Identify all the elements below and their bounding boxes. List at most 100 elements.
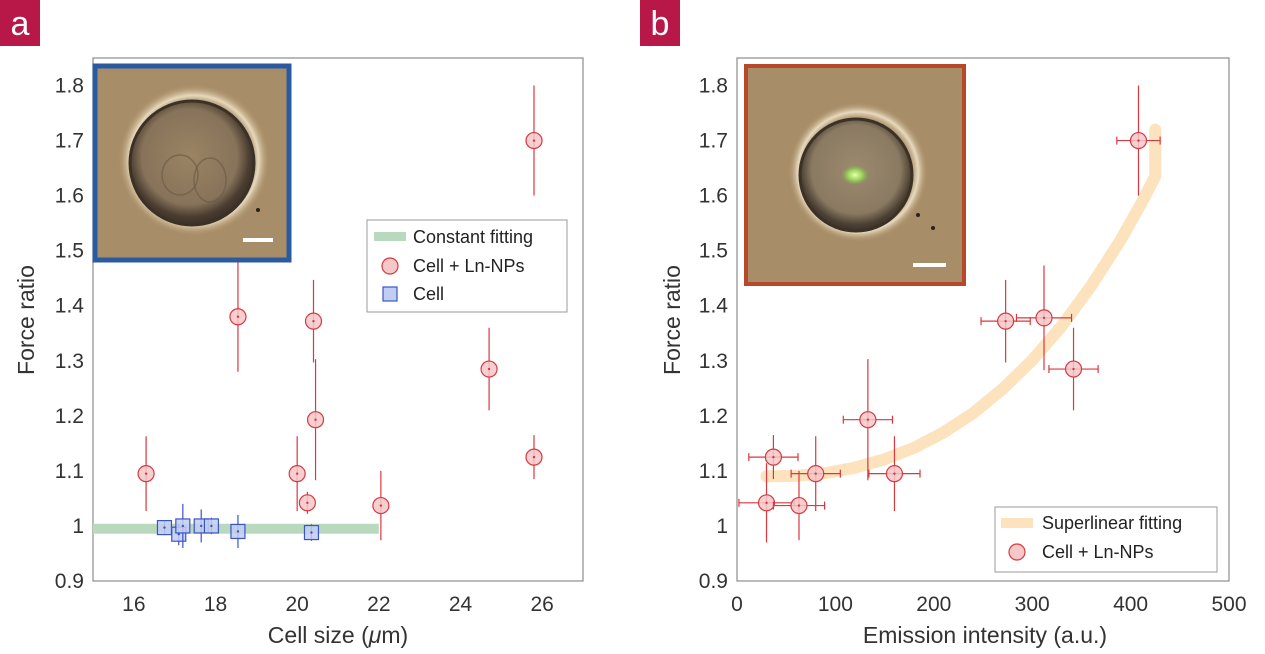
- panel-a-x-tick-label: 16: [122, 593, 145, 616]
- panel-a-y-tick-label: 1.5: [55, 240, 84, 263]
- panel-b-legend-fit-swatch: [1001, 518, 1033, 528]
- panel-a-x-tick-label: 20: [285, 593, 308, 616]
- panel-a-x-tick-label: 22: [367, 593, 390, 616]
- panel-b-scale-bar: [913, 263, 946, 267]
- cell-np-data-point: [229, 261, 247, 372]
- panel-a-y-axis-label: Force ratio: [13, 265, 39, 375]
- panel-a-x-axis-label: Cell size (μm): [268, 622, 408, 648]
- panel-a-y-tick-label: 1.4: [55, 295, 85, 318]
- panel-b-y-tick-label: 1.1: [699, 460, 728, 483]
- marker-center-dot: [181, 524, 185, 528]
- panel-a-legend-fit-swatch: [374, 232, 406, 241]
- panel-b-inset-image: [744, 64, 966, 286]
- panel-b-x-tick-label: 0: [731, 593, 743, 616]
- cell-np-data-point: [304, 279, 323, 363]
- panel-b-legend: Superlinear fitting Cell + Ln-NPs: [994, 506, 1218, 573]
- panel-b-x-tick-label: 500: [1211, 593, 1246, 616]
- panel-b-chart: 0.9 1 1.1 1.2 1.3 1.4 1.5 1.6 1.7 1.8 0 100 200 300 4…: [659, 57, 1247, 648]
- cell-data-point: [203, 517, 220, 535]
- panel-b-x-tick-label: 300: [1015, 593, 1050, 616]
- marker-center-dot: [893, 472, 896, 475]
- marker-center-dot: [379, 504, 383, 507]
- panel-a-x-tick-label: 18: [204, 593, 227, 616]
- panel-b-x-tick-labels: 0 100 200 300 400 500: [731, 593, 1246, 616]
- panel-a-legend-cell-np-label: Cell + Ln-NPs: [413, 256, 525, 276]
- panel-a-badge: [0, 0, 40, 46]
- cell-np-data-point: [1015, 265, 1073, 371]
- cell-np-data-point: [980, 279, 1031, 363]
- panel-a-scale-bar: [243, 238, 273, 242]
- panel-a-y-tick-label: 1.6: [55, 185, 84, 208]
- panel-a-y-tick-label: 1.2: [55, 405, 84, 428]
- panel-b-plot-frame: [736, 57, 1230, 582]
- panel-a-chart: 0.9 1 1.1 1.2 1.3 1.4 1.5 1.6 1.7 1.8 16 18 20 22 24 2…: [13, 57, 584, 648]
- panel-b-x-tick-label: 400: [1113, 593, 1148, 616]
- marker-center-dot: [866, 418, 870, 421]
- cell-np-data-point: [306, 359, 325, 481]
- marker-center-dot: [310, 531, 313, 534]
- panel-a-x-tick-label: 24: [449, 593, 473, 616]
- panel-b-points-layer: [738, 85, 1161, 543]
- marker-center-dot: [1137, 139, 1140, 142]
- panel-b-y-tick-label: 1.4: [699, 295, 729, 318]
- panel-a-x-tick-labels: 16 18 20 22 24 26: [122, 593, 554, 616]
- marker-center-dot: [177, 533, 180, 536]
- panel-b-y-axis-label: Force ratio: [659, 265, 685, 375]
- panel-a-points-layer: [137, 85, 543, 548]
- cell-np-data-point: [137, 436, 155, 512]
- panel-a-y-tick-label: 1.7: [55, 130, 84, 153]
- cell-np-data-point: [298, 491, 316, 514]
- panel-b-y-tick-label: 1.7: [699, 130, 728, 153]
- panel-a-y-tick-label: 1.8: [55, 75, 84, 98]
- cell-np-data-point: [525, 435, 543, 480]
- panel-b-y-tick-label: 1.6: [699, 185, 728, 208]
- cell-np-data-point: [842, 359, 894, 481]
- marker-center-dot: [163, 526, 166, 529]
- marker-center-dot: [144, 472, 148, 475]
- cell-np-data-point: [748, 435, 799, 480]
- panel-b-y-tick-label: 1.5: [699, 240, 728, 263]
- cell-data-point: [230, 514, 246, 548]
- panel-b-y-tick-label: 1.3: [699, 350, 728, 373]
- panel-b-y-tick-labels: 0.9 1 1.1 1.2 1.3 1.4 1.5 1.6 1.7 1.8: [699, 75, 729, 593]
- marker-center-dot: [312, 319, 315, 323]
- panel-a-legend-cell-label: Cell: [413, 284, 444, 304]
- marker-center-dot: [765, 501, 768, 505]
- panel-a-legend-square-marker: [382, 286, 398, 302]
- panel-b-y-tick-label: 0.9: [699, 570, 728, 593]
- panel-a-letter: a: [11, 5, 30, 43]
- marker-center-dot: [200, 524, 203, 528]
- cell-np-data-point: [372, 470, 390, 541]
- panel-b-y-tick-label: 1.2: [699, 405, 728, 428]
- panel-a-plot-frame: [92, 57, 584, 582]
- panel-b-y-tick-label: 1.8: [699, 75, 728, 98]
- marker-center-dot: [210, 524, 213, 528]
- panel-a-y-tick-label: 1.1: [55, 460, 84, 483]
- marker-center-dot: [797, 504, 801, 507]
- cell-data-point: [156, 519, 173, 536]
- marker-center-dot: [814, 472, 817, 475]
- panel-b-x-axis-label: Emission intensity (a.u.): [863, 622, 1107, 648]
- marker-center-dot: [295, 472, 299, 475]
- cell-np-data-point: [772, 470, 826, 541]
- panel-b-legend-circle-marker: [1008, 543, 1026, 561]
- marker-center-dot: [306, 501, 309, 505]
- marker-center-dot: [487, 367, 491, 371]
- panel-b-y-tick-label: 1: [716, 515, 728, 538]
- cell-np-data-point: [868, 436, 921, 512]
- cell-data-point: [175, 503, 191, 548]
- panel-a-inset-image: [92, 63, 292, 263]
- cell-np-data-point: [525, 85, 543, 196]
- cell-np-data-point: [480, 327, 498, 411]
- fluorescent-spot: [841, 165, 869, 185]
- marker-center-dot: [1004, 319, 1007, 323]
- cell-np-data-point: [288, 436, 306, 512]
- marker-center-dot: [1042, 316, 1046, 320]
- panel-b-letter: b: [651, 5, 670, 43]
- panel-b-legend-box: [994, 506, 1218, 573]
- panel-a-legend: Constant fitting Cell + Ln-NPs Cell: [366, 219, 568, 313]
- panel-b-x-tick-label: 100: [818, 593, 853, 616]
- marker-center-dot: [314, 418, 317, 421]
- cell-np-data-point: [1116, 85, 1161, 196]
